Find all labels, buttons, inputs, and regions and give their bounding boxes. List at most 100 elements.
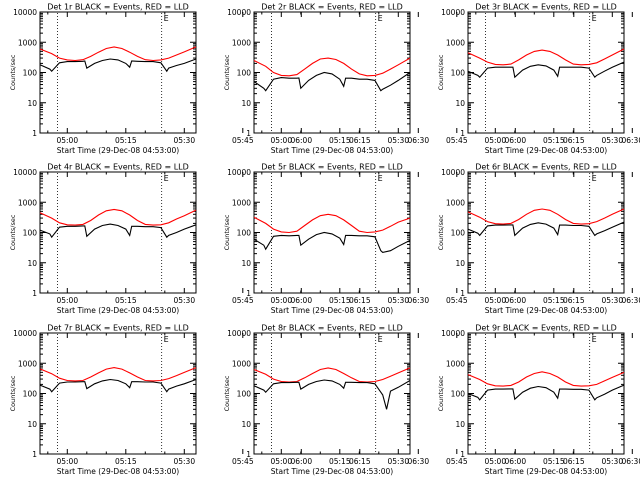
- plot-frame: [253, 171, 411, 294]
- panel-title: Det 7r BLACK = Events, RED = LLD: [47, 324, 189, 333]
- panel-title: Det 1r BLACK = Events, RED = LLD: [47, 3, 189, 12]
- y-tick-label: 10000: [13, 329, 37, 338]
- x-tick-label: 05:30: [173, 296, 195, 305]
- x-tick-label: 06:30: [407, 457, 429, 466]
- y-tick-label: 100: [451, 229, 466, 238]
- plot-frame: [39, 171, 197, 294]
- y-tick-label: 10000: [227, 329, 251, 338]
- x-axis-label: Start Time (29-Dec-08 04:53:00): [271, 467, 393, 476]
- y-tick-label: 1: [246, 129, 251, 138]
- y-tick-label: 1000: [446, 198, 465, 207]
- x-tick-label: 06:15: [563, 296, 585, 305]
- plot-frame: [253, 11, 411, 134]
- marker-label: E: [592, 14, 597, 23]
- series-line-black-events: [253, 379, 411, 410]
- y-tick-label: 1000: [446, 38, 465, 47]
- y-axis-label: Counts/sec: [9, 214, 17, 250]
- panel-title: Det 6r BLACK = Events, RED = LLD: [475, 163, 617, 172]
- detector-panel-2: Det 2r BLACK = Events, RED = LLD11010010…: [223, 3, 640, 156]
- detector-panel-5: Det 5r BLACK = Events, RED = LLD11010010…: [223, 163, 640, 316]
- x-tick-label: 06:30: [407, 296, 429, 305]
- y-tick-label: 10: [27, 99, 37, 108]
- x-axis-label: Start Time (29-Dec-08 04:53:00): [57, 146, 179, 155]
- y-tick-label: 10: [455, 420, 465, 429]
- x-tick-label: 05:00: [484, 296, 506, 305]
- series-line-red-lld: [39, 46, 197, 62]
- marker-label: E: [592, 174, 597, 183]
- series-line-red-lld: [467, 48, 625, 66]
- x-tick-label: 05:15: [329, 136, 351, 145]
- y-tick-label: 1000: [232, 359, 251, 368]
- series-line-red-lld: [253, 213, 411, 234]
- x-tick-label: 06:00: [504, 457, 526, 466]
- marker-label: E: [592, 335, 597, 344]
- detector-panel-7: Det 7r BLACK = Events, RED = LLD11010010…: [9, 324, 429, 477]
- panel-title: Det 9r BLACK = Events, RED = LLD: [475, 324, 617, 333]
- x-tick-label: 05:45: [446, 457, 468, 466]
- series-line-red-lld: [253, 367, 411, 383]
- series-line-black-events: [253, 71, 411, 92]
- y-tick-label: 10: [27, 420, 37, 429]
- x-tick-label: 05:15: [543, 136, 565, 145]
- x-tick-label: 05:15: [115, 136, 137, 145]
- series-line-black-events: [467, 384, 625, 401]
- y-tick-label: 100: [23, 390, 38, 399]
- series-line-black-events: [467, 61, 625, 79]
- x-tick-label: 05:30: [387, 296, 409, 305]
- y-tick-label: 100: [237, 390, 252, 399]
- x-tick-label: 06:00: [290, 136, 312, 145]
- series-line-black-events: [39, 223, 197, 239]
- x-tick-label: 06:30: [621, 296, 640, 305]
- x-tick-label: 05:30: [387, 457, 409, 466]
- plot-frame: [39, 332, 197, 455]
- x-axis-label: Start Time (29-Dec-08 04:53:00): [271, 306, 393, 315]
- x-tick-label: 05:15: [329, 296, 351, 305]
- x-tick-label: 05:00: [270, 136, 292, 145]
- x-tick-label: 05:00: [484, 457, 506, 466]
- x-axis-label: Start Time (29-Dec-08 04:53:00): [57, 306, 179, 315]
- y-tick-label: 1: [460, 129, 465, 138]
- y-tick-label: 1000: [232, 38, 251, 47]
- y-tick-label: 10000: [227, 168, 251, 177]
- y-tick-label: 100: [237, 69, 252, 78]
- x-tick-label: 05:15: [115, 457, 137, 466]
- panel-title: Det 3r BLACK = Events, RED = LLD: [475, 3, 617, 12]
- plot-frame: [39, 11, 197, 134]
- x-tick-label: 05:30: [601, 457, 623, 466]
- panel-title: Det 5r BLACK = Events, RED = LLD: [261, 163, 403, 172]
- series-line-black-events: [39, 378, 197, 393]
- x-tick-label: 05:00: [56, 136, 78, 145]
- x-tick-label: 05:45: [446, 136, 468, 145]
- y-axis-label: Counts/sec: [437, 54, 445, 90]
- y-tick-label: 1: [32, 129, 37, 138]
- series-line-red-lld: [39, 208, 197, 226]
- detector-panel-8: Det 8r BLACK = Events, RED = LLD11010010…: [223, 324, 640, 477]
- x-tick-label: 06:00: [504, 296, 526, 305]
- y-tick-label: 100: [237, 229, 252, 238]
- marker-label: E: [164, 174, 169, 183]
- y-axis-label: Counts/sec: [437, 214, 445, 250]
- x-tick-label: 05:15: [543, 457, 565, 466]
- y-tick-label: 10000: [441, 8, 465, 17]
- marker-label: E: [164, 335, 169, 344]
- x-axis-label: Start Time (29-Dec-08 04:53:00): [57, 467, 179, 476]
- x-tick-label: 06:15: [349, 457, 371, 466]
- y-axis-label: Counts/sec: [223, 54, 231, 90]
- y-axis-label: Counts/sec: [9, 54, 17, 90]
- x-tick-label: 06:00: [290, 457, 312, 466]
- series-line-red-lld: [467, 208, 625, 225]
- y-tick-label: 10000: [441, 168, 465, 177]
- detector-panel-1: Det 1r BLACK = Events, RED = LLD11010010…: [9, 3, 429, 156]
- detector-panel-6: Det 6r BLACK = Events, RED = LLD 1 10 100 10…: [437, 163, 625, 315]
- y-tick-label: 100: [451, 390, 466, 399]
- x-tick-label: 05:00: [56, 296, 78, 305]
- x-tick-label: 05:45: [232, 457, 254, 466]
- x-tick-label: 06:30: [621, 136, 640, 145]
- y-tick-label: 10: [241, 420, 251, 429]
- series-line-black-events: [253, 231, 411, 253]
- x-tick-label: 06:15: [563, 457, 585, 466]
- y-tick-label: 1: [460, 450, 465, 459]
- x-tick-label: 05:15: [329, 457, 351, 466]
- plot-frame: [467, 332, 625, 455]
- x-axis-label: Start Time (29-Dec-08 04:53:00): [485, 306, 607, 315]
